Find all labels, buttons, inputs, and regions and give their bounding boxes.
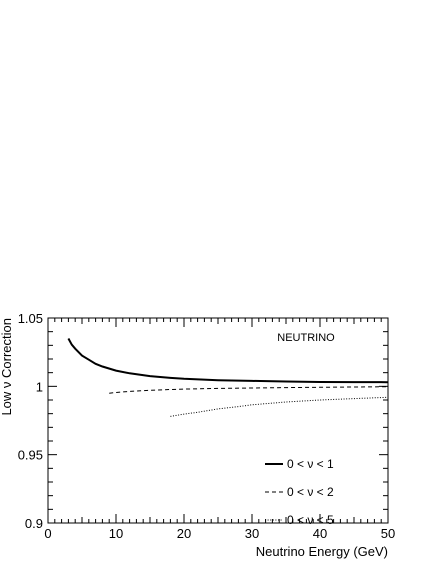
series-lines bbox=[67, 338, 389, 417]
series-line-1 bbox=[67, 338, 389, 384]
x-tick-labels: 0 10 20 30 40 50 bbox=[44, 526, 395, 541]
legend-label-1: 0 < ν < 1 bbox=[287, 457, 334, 471]
series-line-2 bbox=[109, 386, 389, 394]
plot-frame bbox=[47, 317, 389, 524]
x-tick-label: 10 bbox=[109, 526, 123, 541]
x-tick-label: 20 bbox=[177, 526, 191, 541]
annotation-label: NEUTRINO bbox=[277, 332, 335, 344]
legend: 0 < ν < 1 0 < ν < 2 0 < ν < 5 bbox=[265, 457, 334, 527]
axis-ticks bbox=[47, 317, 389, 524]
y-tick-label: 0.95 bbox=[18, 448, 43, 463]
x-tick-label: 30 bbox=[245, 526, 259, 541]
legend-label-2: 0 < ν < 2 bbox=[287, 485, 334, 499]
y-tick-label: 0.9 bbox=[25, 516, 43, 531]
x-tick-label: 0 bbox=[44, 526, 51, 541]
x-axis-label: Neutrino Energy (GeV) bbox=[256, 544, 388, 559]
x-tick-label: 40 bbox=[313, 526, 327, 541]
legend-label-3: 0 < ν < 5 bbox=[287, 513, 334, 527]
y-axis-label: Low ν Correction bbox=[0, 318, 14, 416]
y-tick-label: 1.05 bbox=[18, 311, 43, 326]
x-tick-label: 50 bbox=[381, 526, 395, 541]
y-tick-label: 1 bbox=[36, 379, 43, 394]
series-line-3 bbox=[170, 396, 389, 417]
y-tick-labels: 0.9 0.95 1 1.05 bbox=[18, 311, 43, 531]
